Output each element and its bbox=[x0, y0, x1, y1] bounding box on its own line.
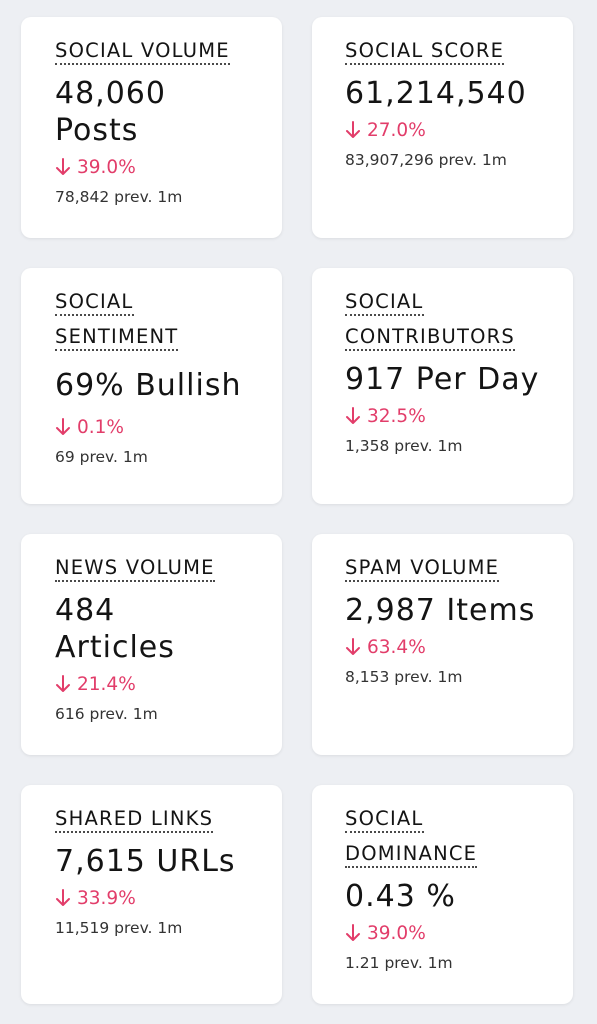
metric-card-social-contributors[interactable]: SOCIAL CONTRIBUTORS 917 Per Day 32.5% 1,… bbox=[312, 268, 573, 504]
arrow-down-icon bbox=[346, 121, 360, 138]
arrow-down-icon bbox=[346, 638, 360, 655]
metric-card-news-volume[interactable]: NEWS VOLUME 484 Articles 21.4% 616 prev.… bbox=[21, 534, 282, 755]
metric-change-value: 27.0% bbox=[367, 119, 426, 141]
metric-change-value: 32.5% bbox=[367, 405, 426, 427]
metric-title[interactable]: SOCIAL SENTIMENT bbox=[55, 290, 179, 351]
metric-value: 48,060 Posts bbox=[55, 76, 166, 148]
metric-change-value: 63.4% bbox=[367, 636, 426, 658]
metric-change: 21.4% bbox=[55, 671, 262, 697]
metric-previous: 1.21 prev. 1m bbox=[345, 954, 453, 972]
metric-previous: 616 prev. 1m bbox=[55, 705, 158, 723]
metric-change: 63.4% bbox=[345, 634, 553, 660]
metric-previous: 69 prev. 1m bbox=[55, 448, 148, 466]
metric-card-social-volume[interactable]: SOCIAL VOLUME 48,060 Posts 39.0% 78,842 … bbox=[21, 17, 282, 238]
metric-change-value: 21.4% bbox=[77, 673, 136, 695]
metric-card-social-sentiment[interactable]: SOCIAL SENTIMENT 69% Bullish 0.1% 69 pre… bbox=[21, 268, 282, 504]
arrow-down-icon bbox=[56, 418, 70, 435]
metric-title[interactable]: SPAM VOLUME bbox=[345, 556, 500, 582]
metric-previous: 83,907,296 prev. 1m bbox=[345, 151, 507, 169]
metric-value: 0.43 % bbox=[345, 879, 456, 914]
metric-title[interactable]: SOCIAL DOMINANCE bbox=[345, 807, 478, 868]
metric-title[interactable]: SHARED LINKS bbox=[55, 807, 214, 833]
metric-title[interactable]: NEWS VOLUME bbox=[55, 556, 215, 582]
arrow-down-icon bbox=[56, 889, 70, 906]
metric-change-value: 39.0% bbox=[77, 156, 136, 178]
metric-change: 33.9% bbox=[55, 885, 262, 911]
arrow-down-icon bbox=[346, 924, 360, 941]
metric-title[interactable]: SOCIAL CONTRIBUTORS bbox=[345, 290, 516, 351]
metric-card-social-score[interactable]: SOCIAL SCORE 61,214,540 27.0% 83,907,296… bbox=[312, 17, 573, 238]
metric-title[interactable]: SOCIAL SCORE bbox=[345, 39, 505, 65]
metric-change: 39.0% bbox=[345, 920, 553, 946]
metric-value: 484 Articles bbox=[55, 593, 175, 665]
metric-card-social-dominance[interactable]: SOCIAL DOMINANCE 0.43 % 39.0% 1.21 prev.… bbox=[312, 785, 573, 1004]
metric-change-value: 39.0% bbox=[367, 922, 426, 944]
metric-previous: 78,842 prev. 1m bbox=[55, 188, 183, 206]
metric-card-shared-links[interactable]: SHARED LINKS 7,615 URLs 33.9% 11,519 pre… bbox=[21, 785, 282, 1004]
metric-change-value: 33.9% bbox=[77, 887, 136, 909]
metric-value: 69% Bullish bbox=[55, 368, 242, 403]
metric-card-spam-volume[interactable]: SPAM VOLUME 2,987 Items 63.4% 8,153 prev… bbox=[312, 534, 573, 755]
metric-previous: 1,358 prev. 1m bbox=[345, 437, 463, 455]
metric-previous: 8,153 prev. 1m bbox=[345, 668, 463, 686]
metric-value: 917 Per Day bbox=[345, 362, 540, 397]
metric-change: 39.0% bbox=[55, 154, 262, 180]
metric-change-value: 0.1% bbox=[77, 416, 124, 438]
metric-value: 61,214,540 bbox=[345, 76, 527, 111]
metric-previous: 11,519 prev. 1m bbox=[55, 919, 183, 937]
arrow-down-icon bbox=[56, 675, 70, 692]
metric-value: 7,615 URLs bbox=[55, 844, 236, 879]
metric-change: 27.0% bbox=[345, 117, 553, 143]
metric-change: 32.5% bbox=[345, 403, 553, 429]
metric-change: 0.1% bbox=[55, 414, 262, 440]
arrow-down-icon bbox=[56, 158, 70, 175]
metric-value: 2,987 Items bbox=[345, 593, 536, 628]
metric-title[interactable]: SOCIAL VOLUME bbox=[55, 39, 230, 65]
arrow-down-icon bbox=[346, 407, 360, 424]
